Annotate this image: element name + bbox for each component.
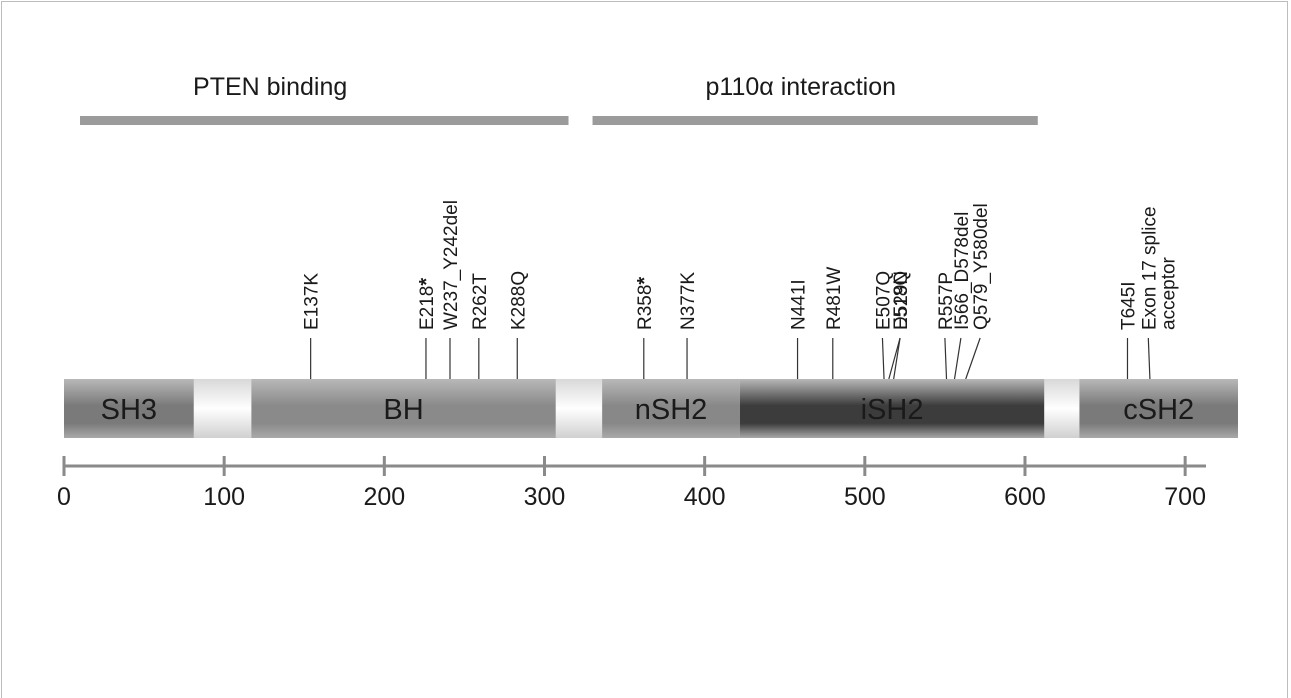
mutation-line-q579-y580del <box>965 337 981 380</box>
mutation-label-e137k: E137K <box>302 273 323 330</box>
domain-label-ish2: iSH2 <box>861 394 924 426</box>
axis-tick-label-400: 400 <box>684 483 726 511</box>
regions-layer: PTEN binding p110α interaction <box>80 73 1038 125</box>
mutation-line-e518q <box>888 337 901 380</box>
domain-sh3 <box>64 379 194 438</box>
region-bar-pten-binding <box>80 116 569 125</box>
axis-tick-label-200: 200 <box>363 483 405 511</box>
mutations-layer: E137K E218* W237_Y242del R262T K288Q R358* N37… <box>302 200 1180 380</box>
mutation-star-e218: * <box>416 278 438 286</box>
mutation-label-exon-17-splice: Exon 17 splice <box>1139 206 1160 330</box>
axis-tick-label-500: 500 <box>844 483 886 511</box>
axis-tick-label-0: 0 <box>57 483 71 511</box>
mutation-line-i566-d578del <box>953 337 962 380</box>
axis-tick-label-600: 600 <box>1004 483 1046 511</box>
mutation-label-e507q: E507Q <box>873 271 894 330</box>
domain-label-sh3: SH3 <box>101 394 157 426</box>
region-label-p110-interaction: p110α interaction <box>706 73 897 101</box>
mutation-label-t645i: T645I <box>1118 281 1139 330</box>
mutation-label-r262t: R262T <box>470 273 491 330</box>
region-bar-p110-interaction <box>592 116 1038 125</box>
mutation-line-e507q <box>881 337 885 380</box>
domain-label-csh2: cSH2 <box>1123 394 1194 426</box>
mutation-label-acceptor: acceptor <box>1159 256 1180 330</box>
mutation-line-exon-17-splice <box>1147 337 1151 380</box>
mutation-line-d529n <box>893 337 901 380</box>
mutation-label-k288q: K288Q <box>508 271 529 330</box>
mutation-label-q579-y580del: Q579_Y580del <box>971 203 992 330</box>
mutation-label-n377k: N377K <box>678 272 699 330</box>
region-label-pten-binding: PTEN binding <box>193 73 347 101</box>
axis-tick-label-100: 100 <box>203 483 245 511</box>
mutation-label-r557p: R557P <box>936 272 957 330</box>
axis-tick-label-700: 700 <box>1164 483 1206 511</box>
mutation-label-e218: E218* <box>416 278 438 330</box>
mutation-label-e518q: E518Q <box>891 271 912 330</box>
mutation-line-r557p <box>944 337 948 380</box>
mutation-label-n441i: N441I <box>789 279 810 330</box>
protein-track: SH3 BH nSH2 iSH2 cSH2 <box>64 379 1238 438</box>
domain-label-nsh2: nSH2 <box>635 394 708 426</box>
axis-tick-label-300: 300 <box>524 483 566 511</box>
mutation-label-r481w: R481W <box>824 267 845 330</box>
mutation-label-d529n: D529N <box>891 271 912 330</box>
domain-csh2 <box>1079 379 1238 438</box>
domain-label-bh: BH <box>383 394 423 426</box>
mutation-label-i566-d578del: I566_D578del <box>952 212 973 330</box>
domain-nsh2 <box>602 379 740 438</box>
mutation-label-r358: R358* <box>634 277 656 330</box>
domain-ish2 <box>739 379 1045 438</box>
position-axis: 0 100 200 300 400 500 600 700 <box>57 456 1206 511</box>
mutation-star-r358: * <box>634 277 656 285</box>
mutation-label-w237-y242del: W237_Y242del <box>441 200 462 330</box>
domain-bh <box>251 379 556 438</box>
